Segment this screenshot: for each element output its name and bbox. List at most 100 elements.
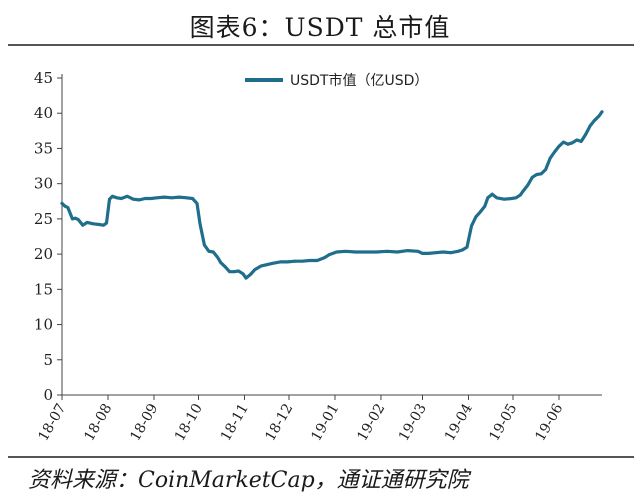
- data-point: [535, 173, 539, 176]
- y-tick-label: 35: [34, 139, 53, 157]
- data-point: [570, 141, 574, 145]
- x-tick-label: 18-12: [262, 401, 296, 444]
- data-point: [548, 156, 552, 160]
- data-point: [579, 140, 583, 143]
- data-point: [198, 222, 202, 226]
- data-point: [108, 197, 111, 201]
- data-point: [232, 270, 236, 274]
- y-tick-label: 0: [43, 386, 53, 404]
- data-point: [60, 202, 64, 205]
- data-point: [364, 250, 368, 254]
- data-point: [228, 270, 232, 274]
- data-point: [216, 256, 220, 259]
- data-point: [244, 276, 248, 280]
- data-point: [519, 193, 522, 197]
- data-point: [495, 196, 499, 200]
- data-point: [510, 197, 513, 200]
- data-point: [191, 197, 194, 200]
- x-tick-label: 18-10: [172, 401, 206, 444]
- data-point: [237, 269, 240, 273]
- data-point: [195, 202, 199, 205]
- data-point: [584, 133, 588, 136]
- data-point: [344, 249, 347, 253]
- x-tick-label: 18-09: [127, 401, 161, 444]
- data-point: [293, 259, 297, 263]
- data-point: [427, 252, 430, 255]
- data-point: [323, 256, 326, 259]
- x-tick-label: 19-06: [532, 401, 566, 444]
- data-point: [286, 260, 289, 264]
- x-tick-label: 19-03: [396, 401, 430, 444]
- data-point: [63, 204, 67, 208]
- data-point: [105, 221, 108, 225]
- y-tick-label: 45: [34, 69, 53, 87]
- top-rule: [8, 44, 634, 46]
- legend-label: USDT市值（亿USD）: [290, 72, 428, 89]
- data-point: [125, 194, 129, 198]
- x-tick-label: 19-05: [486, 401, 520, 444]
- y-tick-label: 10: [34, 316, 53, 334]
- data-point: [155, 196, 159, 200]
- data-point: [85, 221, 89, 224]
- data-point: [71, 217, 74, 221]
- data-point: [385, 249, 389, 253]
- data-point: [223, 265, 227, 269]
- data-point: [522, 189, 525, 193]
- x-tick-label: 18-08: [81, 401, 115, 444]
- data-point: [185, 196, 189, 200]
- data-point: [502, 197, 506, 201]
- bottom-rule: [8, 456, 634, 458]
- data-point: [600, 110, 604, 114]
- data-point: [74, 216, 77, 220]
- data-point: [421, 252, 424, 255]
- data-point: [241, 272, 245, 276]
- y-tick-label: 20: [34, 245, 53, 263]
- data-point: [544, 168, 547, 171]
- data-point: [219, 261, 223, 264]
- y-tick-label: 5: [43, 351, 53, 369]
- data-point: [474, 215, 478, 219]
- data-point: [249, 273, 252, 276]
- data-point: [111, 194, 114, 198]
- data-point: [530, 175, 534, 179]
- data-point: [566, 142, 570, 146]
- data-point: [449, 251, 453, 255]
- data-point: [91, 222, 95, 226]
- data-point: [81, 223, 85, 227]
- data-point: [308, 259, 312, 262]
- data-point: [375, 250, 378, 254]
- data-point: [441, 250, 445, 254]
- data-point: [66, 206, 70, 210]
- data-point: [76, 218, 80, 222]
- data-point: [461, 248, 464, 252]
- data-point: [562, 140, 565, 144]
- legend: USDT市值（亿USD）: [245, 72, 428, 89]
- data-point: [327, 253, 331, 257]
- y-tick-label: 15: [34, 280, 53, 298]
- data-point: [593, 118, 596, 122]
- source-note: 资料来源：CoinMarketCap，通证通研究院: [28, 468, 469, 493]
- data-point: [490, 192, 494, 196]
- data-point: [456, 249, 460, 253]
- data-point: [177, 195, 181, 199]
- series-line: [60, 110, 604, 280]
- data-point: [300, 259, 304, 263]
- y-tick-label: 25: [34, 210, 53, 228]
- data-point: [115, 196, 119, 200]
- data-point: [526, 183, 530, 187]
- y-tick-label: 30: [34, 175, 53, 193]
- x-tick-label: 18-11: [218, 401, 252, 444]
- data-point: [143, 197, 147, 200]
- data-point: [470, 224, 473, 228]
- data-point: [335, 250, 338, 254]
- data-point: [253, 268, 257, 271]
- data-point: [406, 249, 410, 253]
- data-point: [479, 210, 482, 214]
- data-point: [395, 250, 399, 254]
- data-point: [207, 249, 211, 253]
- data-point: [553, 150, 556, 154]
- data-point: [465, 245, 469, 249]
- data-point: [315, 259, 319, 262]
- data-point: [575, 138, 579, 142]
- data-point: [483, 204, 487, 208]
